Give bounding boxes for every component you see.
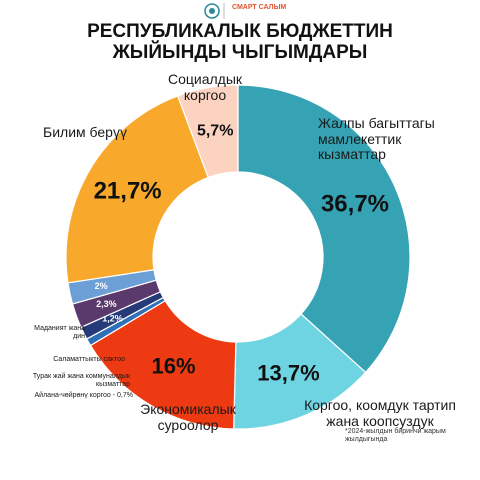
category-label: Жалпы багыттагы мамлекеттик кызматтар [318,115,435,163]
value-label: 13,7% [257,360,319,385]
category-label: Айлана-чөйрөнү коргоо - 0,7% [34,392,133,399]
category-label: Экономикалык суроолор [140,401,236,433]
donut: 36,7% 13,7% 16% 1,2% 2,3% 2% 21,7% 5,7% [65,84,411,430]
value-label: 2% [95,281,108,291]
category-label: Билим берүү [43,124,127,140]
value-label: 16% [152,353,196,378]
emblem [204,3,220,19]
value-label: 5,7% [197,122,233,139]
slice [176,84,239,179]
footnote: *2024-жылдын биринчи жарым жылдыгында [345,428,446,444]
value-label: 2,3% [96,299,117,309]
category-label: Маданият жана дин [34,325,85,340]
emblem-core [209,8,215,14]
value-label: 21,7% [94,178,162,205]
slice [237,84,411,374]
value-label: 1,2% [102,313,123,323]
category-label: Турак жай жана коммуналдык кызматтар [32,373,130,388]
slice [65,95,209,284]
logo-text: СМАРТ САЛЫМ [232,4,287,11]
category-label: Социалдык коргоо [167,71,243,103]
category-label: Коргоо, коомдук тартип жана коопсуздук [304,397,456,429]
value-label: 36,7% [321,190,389,217]
category-label: Саламаттыкты сактоо [53,356,125,363]
chart-title: РЕСПУБЛИКАЛЫК БЮДЖЕТТИН ЖЫЙЫНДЫ ЧЫГЫМДАР… [87,21,393,63]
